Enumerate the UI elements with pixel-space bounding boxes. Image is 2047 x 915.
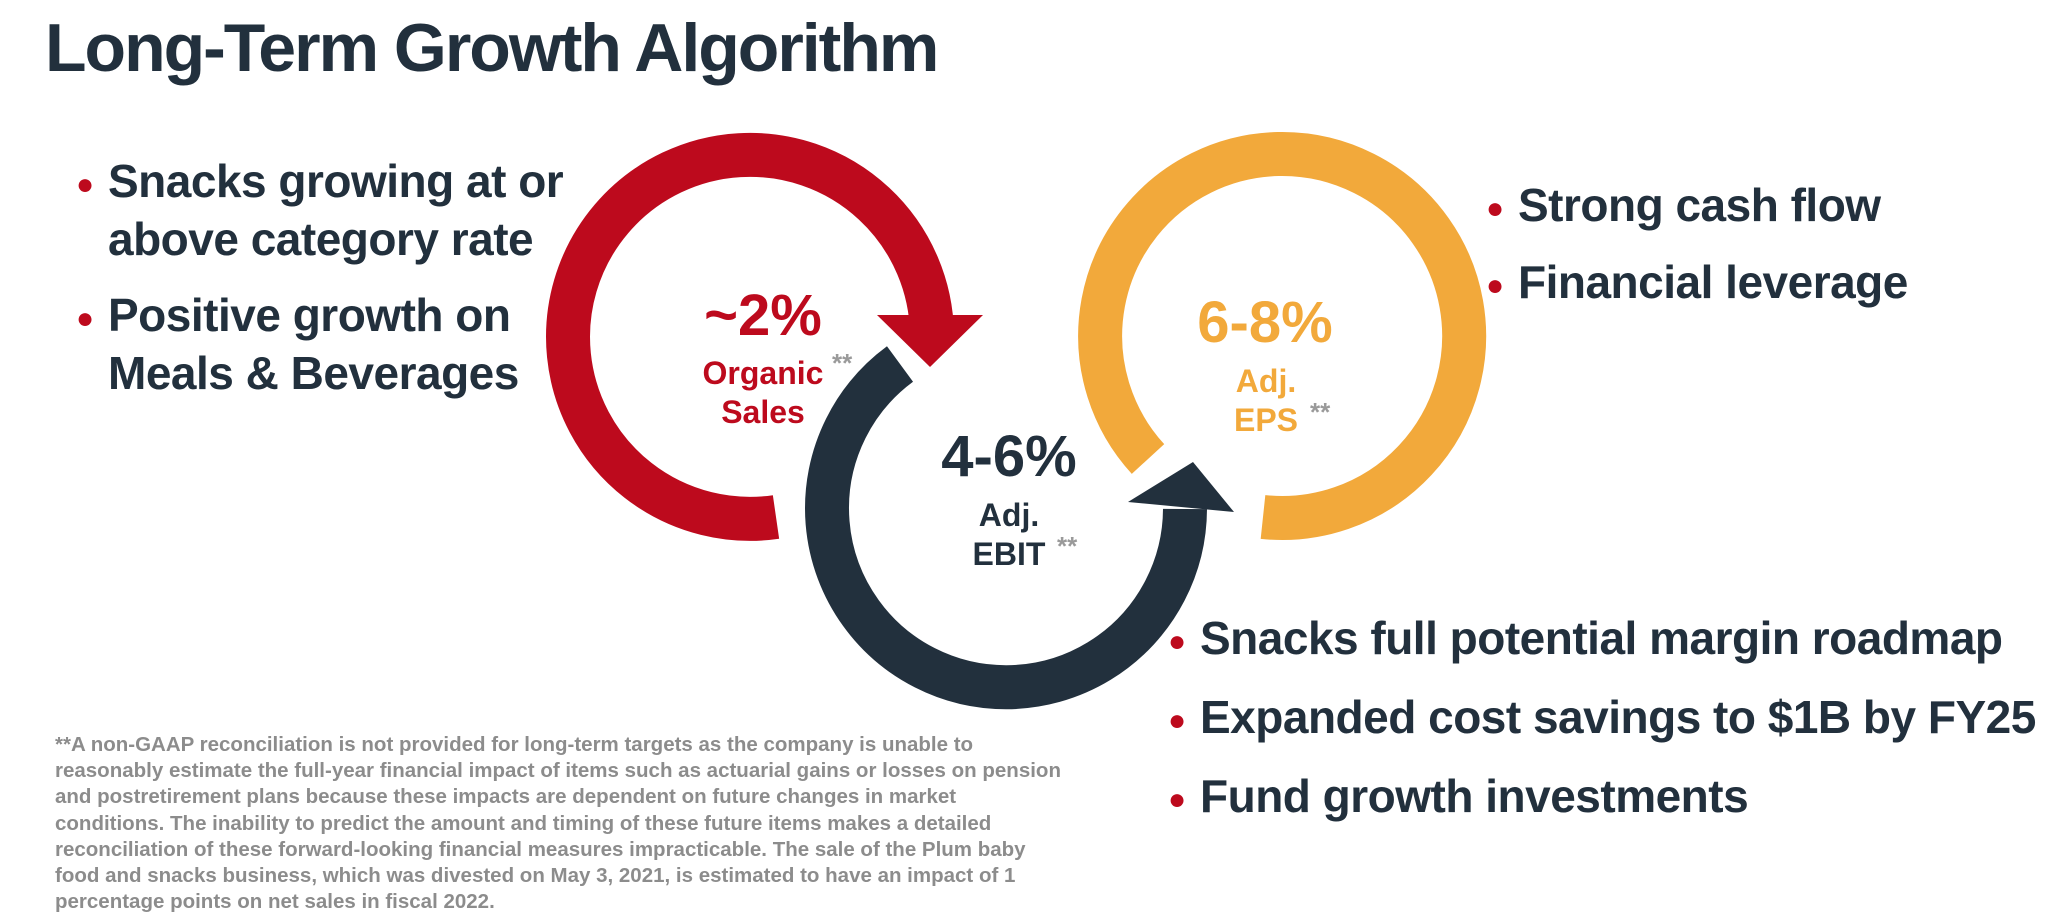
adj-ebit-ring [805, 346, 1234, 710]
adj-eps-label-line2: EPS [1234, 402, 1298, 438]
list-item-text: Financial leverage [1518, 256, 1908, 308]
bullet-dot-icon: ● [1486, 269, 1504, 302]
list-item: ● Financial leverage [1486, 253, 2006, 311]
adj-eps-ring [1078, 132, 1487, 540]
adj-ebit-arrowhead [1128, 462, 1234, 512]
adj-ebit-arc [805, 346, 1207, 710]
list-item: ● Snacks growing at or above category ra… [76, 152, 596, 268]
bullet-dot-icon: ● [1486, 192, 1504, 225]
list-item-text: Positive growth on Meals & Beverages [108, 289, 519, 399]
list-item-text: Strong cash flow [1518, 179, 1881, 231]
bullet-dot-icon: ● [1168, 625, 1186, 658]
bullet-dot-icon: ● [76, 302, 94, 335]
left-bullet-list: ● Snacks growing at or above category ra… [76, 152, 596, 420]
adj-eps-footnote-marker: ** [1310, 397, 1331, 427]
bullet-dot-icon: ● [1168, 783, 1186, 816]
right-bottom-bullet-list: ● Snacks full potential margin roadmap ●… [1168, 608, 2036, 845]
adj-ebit-label-line2: EBIT [973, 536, 1046, 572]
page-title: Long-Term Growth Algorithm [45, 10, 939, 86]
footnote-text: **A non-GAAP reconciliation is not provi… [55, 733, 1061, 914]
organic-sales-footnote-marker: ** [832, 348, 853, 378]
list-item-text: Snacks full potential margin roadmap [1200, 612, 2003, 664]
adj-eps-arc [1078, 132, 1487, 540]
list-item: ● Positive growth on Meals & Beverages [76, 286, 596, 402]
adj-eps-value: 6-8% [1197, 290, 1332, 355]
organic-sales-label-line1: Organic [703, 355, 824, 391]
adj-ebit-label-line1: Adj. [979, 497, 1039, 533]
list-item: ● Fund growth investments [1168, 766, 2028, 826]
list-item-text: Expanded cost savings to $1B by FY25 [1200, 691, 2036, 743]
adj-ebit-value: 4-6% [941, 424, 1076, 489]
organic-sales-value: ~2% [704, 283, 822, 348]
bullet-dot-icon: ● [1168, 704, 1186, 737]
organic-sales-arrowhead [877, 315, 983, 367]
bullet-dot-icon: ● [76, 168, 94, 201]
adj-ebit-footnote-marker: ** [1057, 531, 1078, 561]
list-item-text: Snacks growing at or above category rate [108, 155, 564, 265]
adj-eps-label-line1: Adj. [1236, 363, 1296, 399]
right-top-bullet-list: ● Strong cash flow ● Financial leverage [1486, 176, 2006, 330]
organic-sales-arc [546, 132, 954, 541]
list-item: ● Strong cash flow [1486, 176, 2006, 234]
organic-sales-ring [546, 132, 983, 541]
list-item: ● Expanded cost savings to $1B by FY25 [1168, 687, 2036, 747]
list-item: ● Snacks full potential margin roadmap [1168, 608, 2028, 668]
list-item-text: Fund growth investments [1200, 770, 1749, 822]
organic-sales-label-line2: Sales [721, 394, 805, 430]
